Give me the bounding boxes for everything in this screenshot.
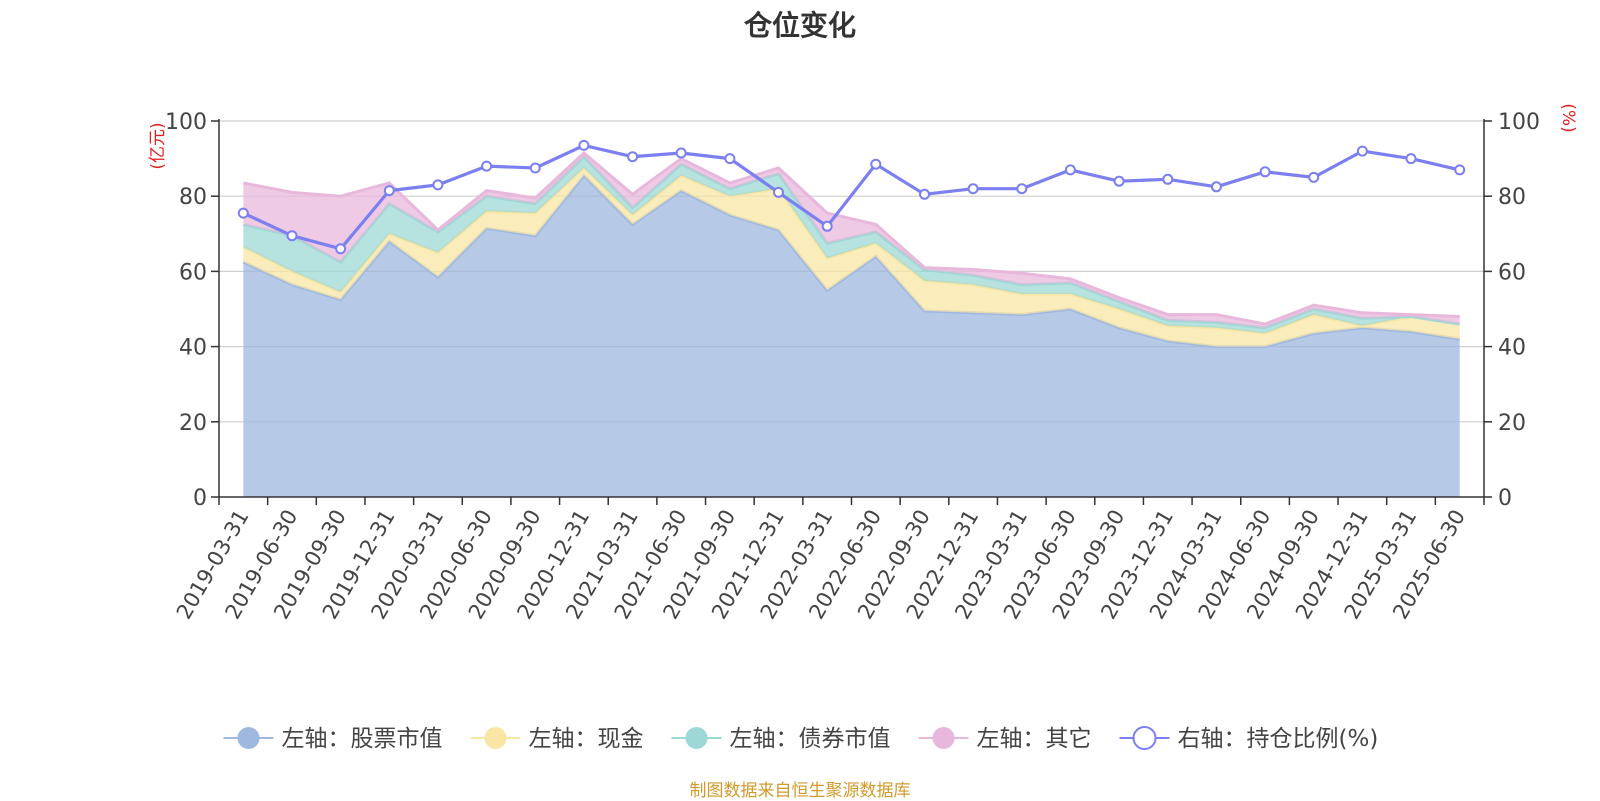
chart-title: 仓位变化 [743, 9, 856, 42]
area-series-3 [243, 156, 1460, 334]
legend-marker-1 [237, 727, 260, 749]
left-axis-tick-label: 20 [179, 411, 207, 436]
left-axis-tick-label: 60 [179, 260, 207, 285]
left-axis-tick-label: 100 [165, 110, 207, 135]
holding-ratio-point [1162, 173, 1174, 185]
left-axis-tick-label: 40 [179, 336, 207, 361]
holding-ratio-point [773, 186, 784, 198]
legend-label-1: 左轴：股票市值 [282, 726, 443, 752]
legend-label-3: 左轴：债券市值 [730, 726, 891, 752]
legend-marker-4 [932, 727, 955, 749]
holding-ratio-point [1454, 164, 1466, 176]
legend-marker-3 [685, 727, 708, 749]
left-axis-tick-label: 80 [179, 185, 207, 210]
left-axis-tick-label: 0 [193, 486, 207, 511]
legend-label-2: 左轴：现金 [529, 726, 644, 752]
holding-ratio-point [1113, 175, 1125, 187]
right-axis-tick-label: 20 [1498, 411, 1526, 436]
right-axis-tick-label: 0 [1498, 486, 1512, 511]
legend-marker-2 [484, 727, 507, 749]
holding-ratio-point [675, 147, 687, 159]
holding-ratio-point [1356, 145, 1368, 157]
holding-ratio-point [578, 139, 590, 151]
legend-label-4: 左轴：其它 [977, 726, 1092, 752]
holding-ratio-point [432, 179, 444, 191]
holding-ratio-point [627, 151, 639, 163]
right-axis-tick-label: 40 [1498, 336, 1526, 361]
holding-ratio-point [967, 183, 979, 195]
holding-ratio-point [237, 207, 249, 219]
holding-ratio-point [529, 162, 541, 174]
holding-ratio-point [919, 188, 930, 200]
holding-ratio-point [1405, 153, 1417, 165]
right-axis-tick-label: 100 [1498, 110, 1540, 135]
holding-ratio-point [286, 230, 298, 242]
holding-ratio-point [383, 185, 395, 197]
area-series-1 [243, 175, 1460, 497]
holding-ratio-point [1016, 183, 1028, 195]
data-source-note: 制图数据来自恒生聚源数据库 [689, 781, 911, 801]
holding-ratio-point [870, 158, 882, 170]
holding-ratio-point [1308, 171, 1320, 183]
legend-label-5: 右轴：持仓比例(%) [1178, 726, 1379, 752]
area-series-3-edge [242, 154, 1460, 330]
right-axis-tick-label: 80 [1498, 185, 1526, 210]
area-series-4-edge [243, 150, 1460, 326]
holding-ratio-point [1259, 166, 1271, 178]
holding-ratio-point [724, 153, 736, 165]
area-series-2 [243, 168, 1460, 347]
holding-ratio-line [242, 143, 1461, 251]
holding-ratio-point [481, 160, 493, 172]
left-axis-unit: (亿元) [148, 122, 168, 169]
holding-ratio-point [335, 243, 347, 255]
right-axis-unit: (%) [1558, 103, 1578, 132]
holding-ratio-point [821, 220, 833, 232]
legend-marker-5 [1132, 726, 1157, 750]
holding-ratio-point [1064, 164, 1076, 176]
right-axis-tick-label: 60 [1498, 260, 1526, 285]
holding-ratio-point [1210, 181, 1222, 193]
